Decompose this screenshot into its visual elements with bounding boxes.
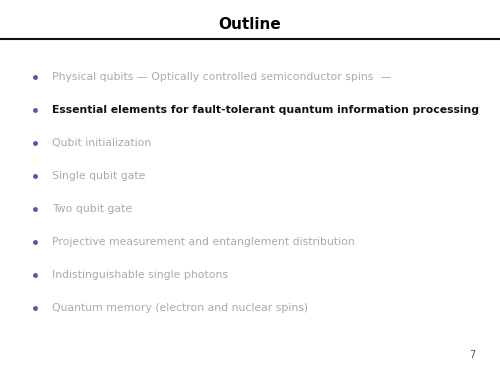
Text: Projective measurement and entanglement distribution: Projective measurement and entanglement … [52,237,355,247]
Text: Single qubit gate: Single qubit gate [52,171,146,181]
Text: Quantum memory (electron and nuclear spins): Quantum memory (electron and nuclear spi… [52,303,308,313]
Text: Qubit initialization: Qubit initialization [52,138,152,148]
Text: 7: 7 [469,350,475,360]
Text: Outline: Outline [218,17,282,32]
Text: Physical qubits — Optically controlled semiconductor spins  —: Physical qubits — Optically controlled s… [52,72,392,82]
Text: Two qubit gate: Two qubit gate [52,204,132,214]
Text: Essential elements for fault-tolerant quantum information processing: Essential elements for fault-tolerant qu… [52,105,480,115]
Text: Indistinguishable single photons: Indistinguishable single photons [52,270,229,280]
